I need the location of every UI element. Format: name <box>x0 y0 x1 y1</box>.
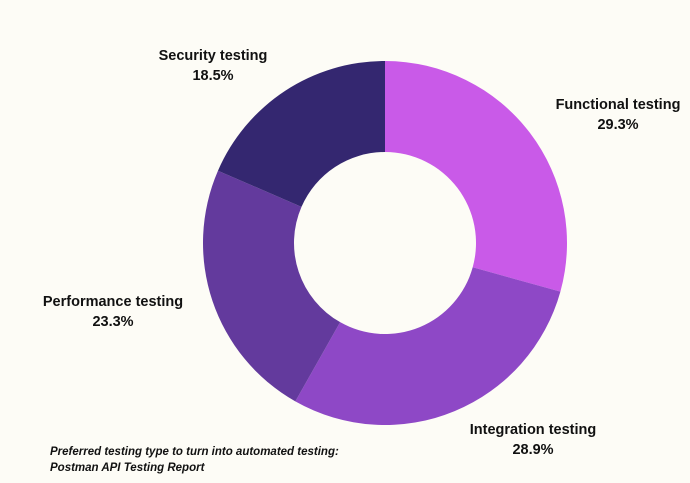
functional-testing-name: Functional testing <box>555 97 681 113</box>
slice-functional-testing <box>385 61 567 292</box>
label-security-testing: Security testing 18.5% <box>148 46 278 86</box>
integration-testing-name: Integration testing <box>469 422 597 438</box>
chart-caption: Preferred testing type to turn into auto… <box>50 446 339 474</box>
security-testing-name: Security testing <box>158 48 268 64</box>
functional-testing-value: 29.3% <box>597 117 639 133</box>
slice-integration-testing <box>295 267 561 425</box>
label-integration-testing: Integration testing 28.9% <box>458 420 608 460</box>
slice-security-testing <box>217 61 385 207</box>
label-performance-testing: Performance testing 23.3% <box>32 292 194 332</box>
integration-testing-value: 28.9% <box>512 442 554 458</box>
security-testing-value: 18.5% <box>192 68 234 84</box>
slice-performance-testing <box>202 170 341 402</box>
performance-testing-value: 23.3% <box>92 314 134 330</box>
label-functional-testing: Functional testing 29.3% <box>548 95 688 135</box>
performance-testing-name: Performance testing <box>42 294 184 310</box>
